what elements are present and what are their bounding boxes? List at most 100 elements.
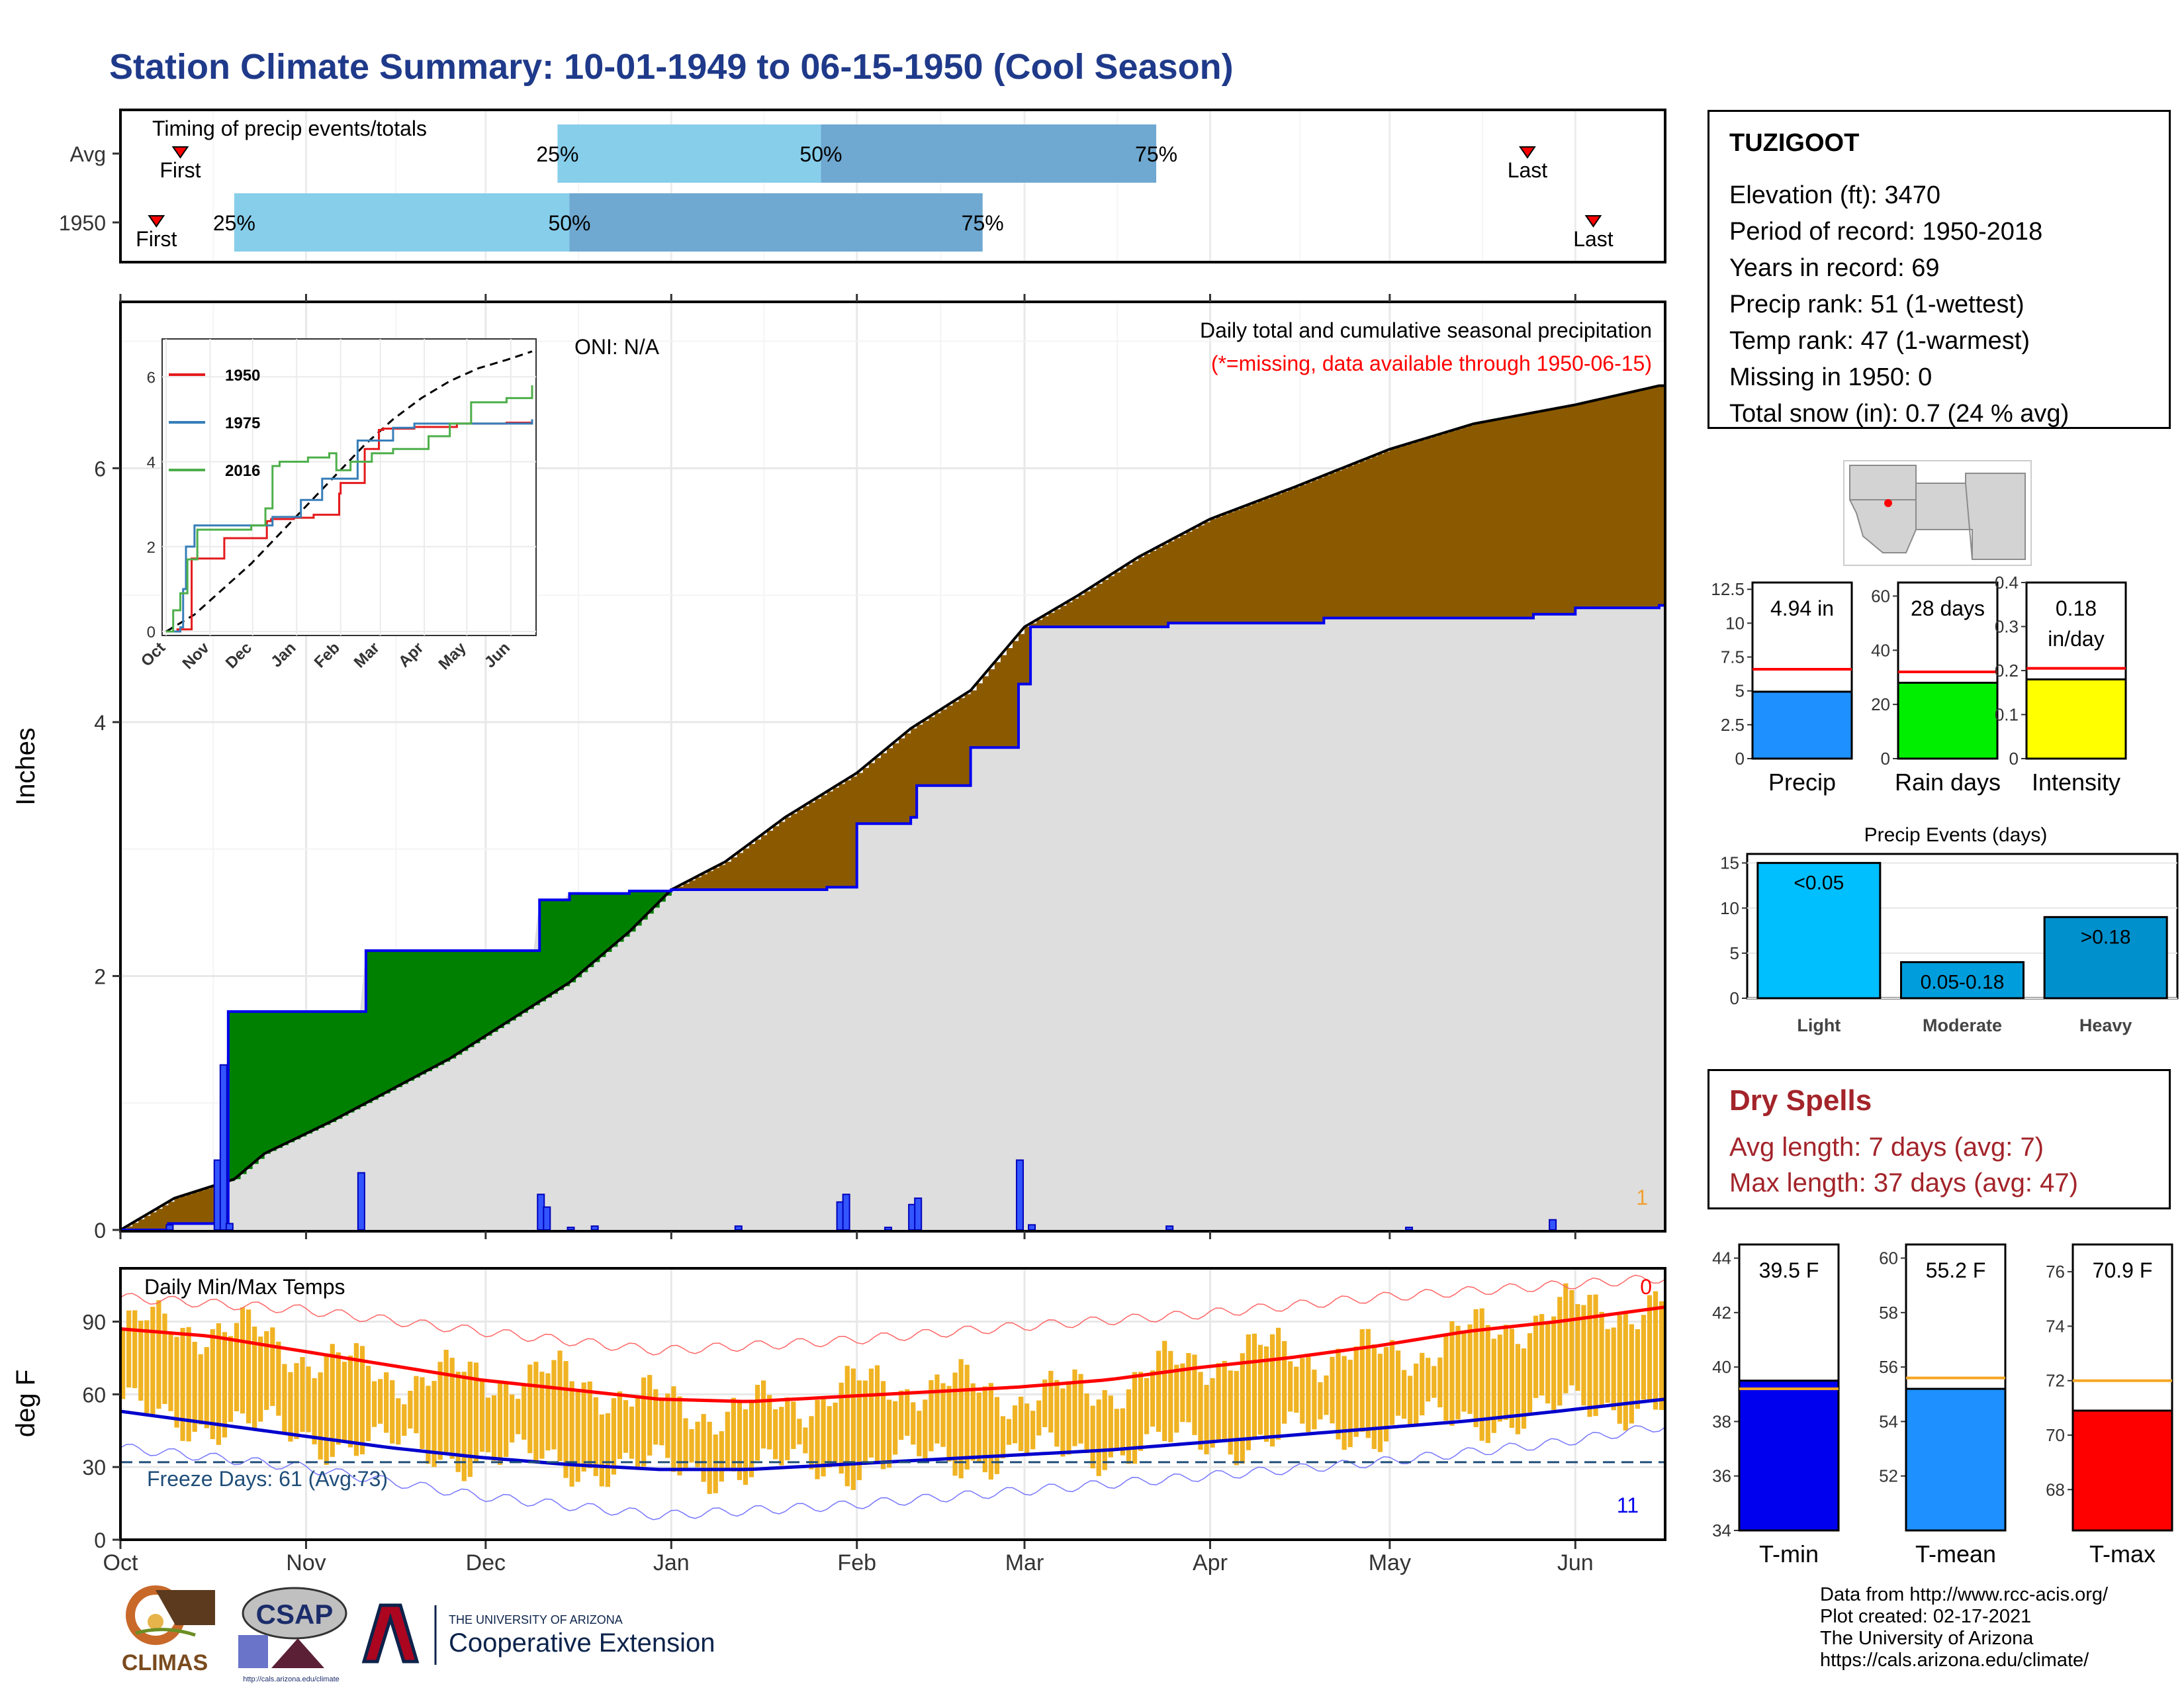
surplus-area <box>653 890 660 908</box>
deficit-area <box>1234 510 1241 624</box>
daily-temp-bar <box>725 1411 730 1472</box>
record-min-line <box>120 1425 1666 1521</box>
daily-temp-bar <box>1251 1333 1257 1437</box>
category-label: Light <box>1797 1015 1841 1035</box>
deficit-area <box>1150 550 1157 628</box>
csap-logo-url: http://cals.arizona.edu/climate <box>243 1675 340 1683</box>
value-label: 70.9 F <box>2093 1258 2153 1282</box>
daily-temp-bar <box>599 1414 604 1487</box>
deficit-area <box>1581 403 1588 608</box>
daily-precip-bar <box>165 1224 174 1231</box>
deficit-area <box>1347 465 1355 618</box>
daily-temp-bar <box>1312 1370 1317 1430</box>
dry-spells-box: Dry Spells Avg length: 7 days (avg: 7) M… <box>1707 1069 2171 1209</box>
surplus-area <box>635 890 642 926</box>
deficit-area <box>785 817 792 890</box>
deficit-area <box>850 776 858 888</box>
deficit-area <box>1563 406 1570 614</box>
daily-temp-bar <box>1024 1403 1030 1456</box>
deficit-area <box>1269 496 1277 624</box>
surplus-area <box>240 1011 247 1174</box>
deficit-area <box>1479 422 1486 618</box>
surplus-area <box>432 951 439 1068</box>
daily-temp-bar <box>791 1401 796 1449</box>
daily-temp-bar <box>1198 1372 1203 1450</box>
daily-temp-bar <box>1318 1382 1323 1420</box>
daily-temp-bar <box>1539 1314 1545 1396</box>
daily-temp-bar <box>1114 1409 1119 1451</box>
surplus-area <box>330 1011 337 1122</box>
daily-temp-bar <box>1503 1325 1508 1421</box>
precip-events-chart: Precip Events (days) 0 5 10 15 <0.05 Light 0.0… <box>1720 824 2179 1035</box>
deficit-area <box>1353 463 1361 618</box>
credit-line: https://cals.arizona.edu/climate/ <box>1820 1650 2089 1671</box>
credit-line: The University of Arizona <box>1820 1628 2034 1649</box>
deficit-area <box>1491 420 1498 618</box>
daily-temp-bar <box>539 1372 545 1459</box>
daily-precip-bar <box>567 1227 575 1231</box>
daily-temp-bar <box>1497 1335 1502 1422</box>
first-label: First <box>159 158 201 182</box>
surplus-area <box>246 1011 253 1169</box>
category-label: Rain days <box>1895 769 2001 796</box>
daily-temp-bar <box>1473 1309 1479 1427</box>
daily-temp-bar <box>952 1372 958 1476</box>
x-tick-label: Feb <box>837 1550 876 1575</box>
deficit-area <box>1263 498 1271 624</box>
daily-temp-bar <box>1186 1353 1191 1423</box>
daily-temp-bar <box>341 1362 347 1441</box>
y-tick-label: 10 <box>1720 898 1739 918</box>
y-tick-label: 60 <box>82 1383 106 1407</box>
daily-temp-bar <box>414 1376 419 1434</box>
deficit-area <box>1222 514 1229 624</box>
deficit-area <box>1359 461 1367 618</box>
daily-temp-bar <box>282 1364 287 1432</box>
daily-temp-bar <box>587 1381 592 1468</box>
deficit-area <box>1000 655 1007 748</box>
deficit-area <box>1282 491 1289 624</box>
daily-temp-bar <box>1521 1348 1527 1429</box>
daily-temp-bar <box>318 1372 323 1460</box>
surplus-area <box>234 1011 241 1180</box>
surplus-area <box>347 1011 355 1113</box>
summary-bar <box>1897 681 1999 760</box>
deficit-area <box>1515 416 1522 618</box>
daily-temp-bar <box>396 1398 401 1445</box>
daily-temp-bar <box>1533 1315 1539 1398</box>
daily-temp-bar <box>324 1353 329 1465</box>
inset-x-tick: Mar <box>351 639 383 671</box>
daily-precip-bar <box>1015 1159 1024 1231</box>
dry-spells-avg: Avg length: 7 days (avg: 7) <box>1729 1133 2044 1162</box>
y-tick-label: 30 <box>82 1456 106 1479</box>
deficit-area <box>1461 427 1469 618</box>
daily-temp-bar <box>1006 1419 1012 1445</box>
surplus-area <box>443 951 451 1062</box>
x-tick-label: Jan <box>653 1550 690 1575</box>
daily-temp-bar <box>1509 1329 1515 1429</box>
daily-temp-bar <box>1324 1375 1329 1415</box>
deficit-area <box>1036 620 1043 628</box>
daily-temp-bar <box>569 1381 574 1487</box>
daily-temp-bar <box>1036 1400 1042 1436</box>
surplus-area <box>426 951 433 1072</box>
last-label: Last <box>1573 227 1614 251</box>
deficit-area <box>1653 387 1660 608</box>
daily-temp-bar <box>982 1386 987 1473</box>
daily-temp-bar <box>1461 1333 1467 1412</box>
deficit-area <box>1342 468 1349 618</box>
timing-row-label: 1950 <box>59 211 106 235</box>
daily-temp-bar <box>270 1327 275 1406</box>
surplus-area <box>587 893 594 968</box>
y-tick-label: 58 <box>1879 1303 1898 1323</box>
deficit-area <box>1611 397 1618 608</box>
surplus-area <box>581 893 588 972</box>
daily-temp-bar <box>1443 1335 1449 1421</box>
deficit-area <box>874 758 882 824</box>
daily-temp-bar <box>563 1361 569 1478</box>
surplus-area <box>641 890 648 920</box>
surplus-area <box>516 951 522 1017</box>
y-tick-label: 56 <box>1879 1357 1898 1377</box>
daily-temp-bar <box>923 1399 928 1460</box>
daily-temp-bar <box>1377 1354 1383 1452</box>
deficit-area <box>1324 475 1330 618</box>
